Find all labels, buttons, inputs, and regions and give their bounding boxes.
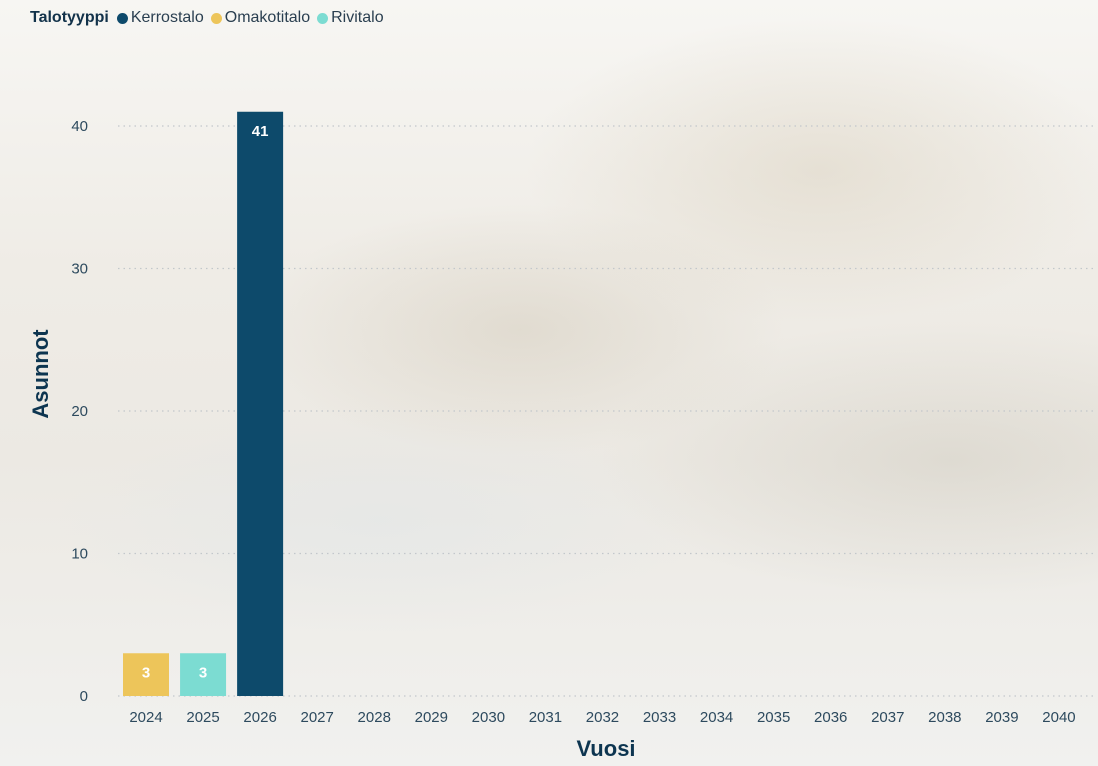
x-tick-label-2031: 2031 <box>529 709 562 726</box>
legend-item-rivitalo[interactable]: Rivitalo <box>317 9 384 27</box>
y-tick-label-20: 20 <box>71 403 88 420</box>
legend-item-omakotitalo[interactable]: Omakotitalo <box>210 9 311 27</box>
bar-kerrostalo-2026[interactable] <box>237 111 284 696</box>
x-tick-label-2037: 2037 <box>871 709 904 726</box>
y-tick-label-0: 0 <box>80 688 88 705</box>
x-tick-label-2036: 2036 <box>814 709 847 726</box>
y-tick-label-10: 10 <box>71 546 88 563</box>
y-axis-ticks: 0 10 20 30 40 <box>71 118 88 705</box>
bars <box>123 111 284 696</box>
y-tick-label-30: 30 <box>71 261 88 278</box>
legend: Talotyyppi Kerrostalo Omakotitalo Rivita… <box>30 8 391 28</box>
legend-label-rivitalo: Rivitalo <box>331 9 384 26</box>
x-tick-label-2026: 2026 <box>243 709 276 726</box>
x-tick-label-2033: 2033 <box>643 709 676 726</box>
y-axis-title: Asunnot <box>28 329 53 419</box>
legend-title: Talotyyppi <box>30 9 109 26</box>
legend-label-kerrostalo: Kerrostalo <box>130 9 204 26</box>
x-axis-ticks: 2024 2025 2026 2027 2028 2029 2030 2031 2032 2033… <box>129 709 1075 726</box>
x-tick-label-2028: 2028 <box>358 709 391 726</box>
y-tick-label-40: 40 <box>71 118 88 135</box>
x-tick-label-2040: 2040 <box>1042 709 1075 726</box>
x-tick-label-2025: 2025 <box>186 709 219 726</box>
data-label-omakotitalo-2024: 3 <box>142 664 150 681</box>
legend-label-omakotitalo: Omakotitalo <box>224 9 311 26</box>
bar-omakotitalo-2024[interactable] <box>123 653 169 696</box>
x-tick-label-2038: 2038 <box>928 709 961 726</box>
data-label-kerrostalo-2026: 41 <box>252 123 269 140</box>
x-tick-label-2024: 2024 <box>129 709 162 726</box>
legend-marker-rivitalo <box>317 12 329 24</box>
x-tick-label-2032: 2032 <box>586 709 619 726</box>
x-tick-label-2029: 2029 <box>415 709 448 726</box>
x-tick-label-2030: 2030 <box>472 709 505 726</box>
data-labels: 3 3 41 <box>142 123 269 682</box>
legend-marker-kerrostalo <box>116 12 128 24</box>
legend-marker-omakotitalo <box>210 12 222 24</box>
bar-rivitalo-2025[interactable] <box>180 653 227 696</box>
data-label-rivitalo-2025: 3 <box>199 664 207 681</box>
x-tick-label-2027: 2027 <box>300 709 333 726</box>
x-tick-label-2035: 2035 <box>757 709 790 726</box>
x-tick-label-2034: 2034 <box>700 709 733 726</box>
legend-item-kerrostalo[interactable]: Kerrostalo <box>116 9 204 27</box>
x-axis-title: Vuosi <box>576 736 635 761</box>
x-tick-label-2039: 2039 <box>985 709 1018 726</box>
